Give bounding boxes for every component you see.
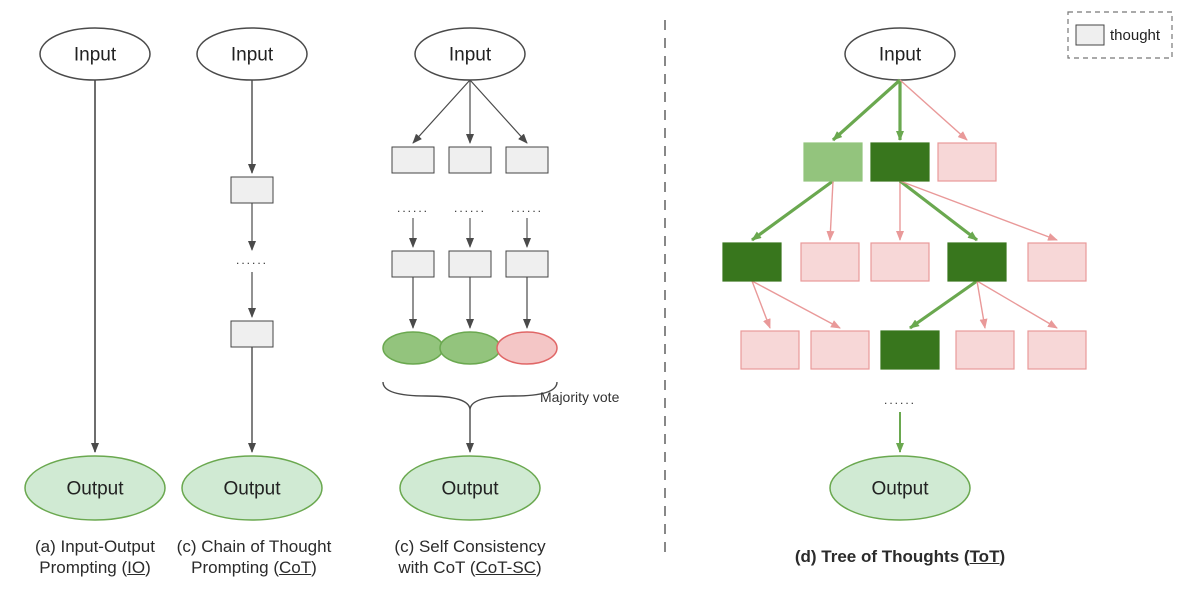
diagram-canvas: Input Output Input...... Output Input.......… <box>0 0 1183 597</box>
svg-text:......: ...... <box>884 393 916 407</box>
svg-text:Output: Output <box>66 479 124 500</box>
svg-text:Input: Input <box>449 45 492 66</box>
svg-text:Input: Input <box>231 45 274 66</box>
svg-text:Output: Output <box>871 479 929 500</box>
svg-text:Majority vote: Majority vote <box>540 389 620 405</box>
caption-a: (a) Input-Output Prompting (IO) <box>20 536 170 579</box>
caption-c: (c) Self Consistency with CoT (CoT-SC) <box>375 536 565 579</box>
svg-text:......: ...... <box>454 201 486 215</box>
svg-text:Output: Output <box>223 479 281 500</box>
caption-b: (c) Chain of Thought Prompting (CoT) <box>166 536 342 579</box>
svg-text:Input: Input <box>74 45 117 66</box>
svg-text:Output: Output <box>441 479 499 500</box>
svg-text:......: ...... <box>397 201 429 215</box>
svg-text:Input: Input <box>879 45 922 66</box>
svg-text:......: ...... <box>236 253 268 267</box>
svg-text:......: ...... <box>511 201 543 215</box>
svg-text:thought: thought <box>1110 27 1161 44</box>
caption-d: (d) Tree of Thoughts (ToT) <box>770 546 1030 567</box>
